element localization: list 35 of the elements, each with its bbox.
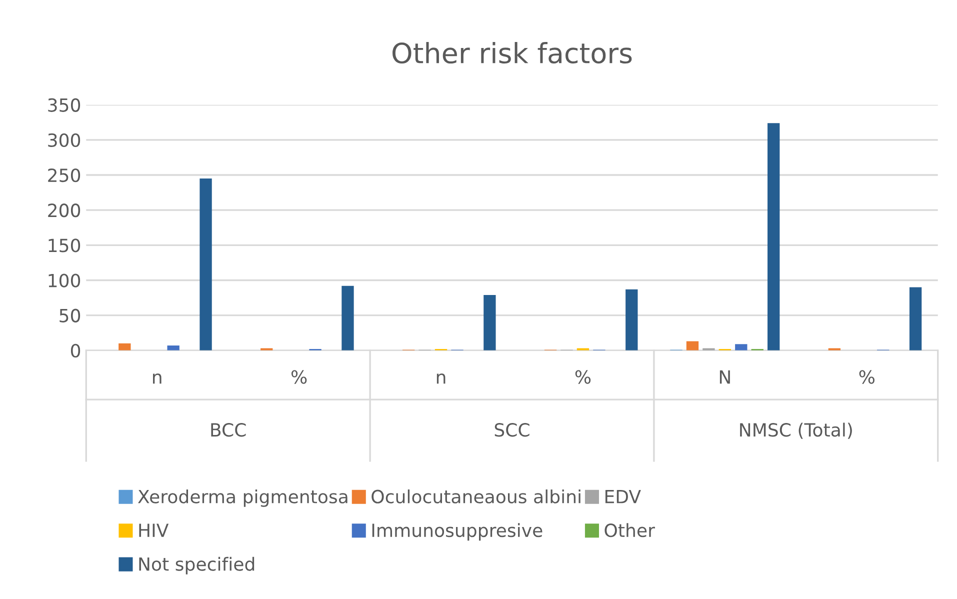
legend-label: Other [604,523,655,538]
text: BCC [211,423,246,437]
bar [200,178,212,350]
y-tick-label: 200 [48,204,80,218]
text: NMSC (Total) [740,422,852,439]
bar [909,287,922,350]
legend-label: HIV [139,524,169,537]
legend-label: EDV [605,490,641,504]
legend-label: Not specified [139,556,254,574]
legend-label: Oculocutaneaous albini [372,489,580,504]
bar [626,289,638,350]
y-tick-label: 0 [70,344,80,358]
chart-title: Other risk factors [392,42,632,64]
legend-label: Immunosuppresive [372,523,542,541]
bar [735,344,748,350]
text: SCC [494,423,530,437]
y-tick-label: 100 [48,274,80,288]
x-tick-label: n [153,373,162,384]
x-tick-label: % [859,370,874,384]
bar [484,294,496,350]
x-tick-label: % [575,370,591,384]
bar [768,123,780,350]
x-tick-label: n [436,373,446,384]
bar [686,341,699,350]
y-tick-label: 150 [48,238,80,252]
y-tick-label: 350 [48,98,80,112]
x-tick-label: N [720,370,730,384]
y-tick-label: 300 [48,133,80,148]
bar [167,346,180,350]
bar [342,286,354,350]
legend-label: Xeroderma pigmentosa [138,489,348,507]
y-tick-label: 250 [48,168,80,182]
y-tick-label: 50 [60,308,80,322]
bar [118,343,131,350]
x-tick-label: % [291,370,307,384]
